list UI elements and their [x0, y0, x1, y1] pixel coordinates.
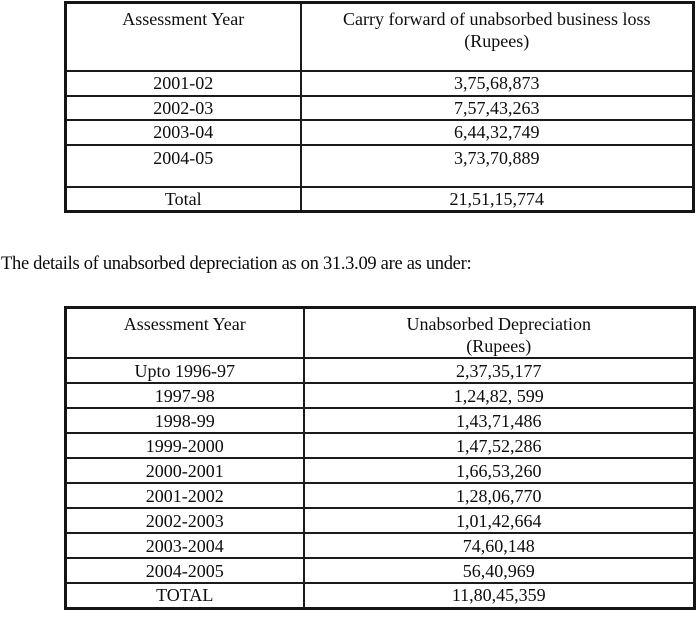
total-label-cell: TOTAL	[64, 582, 305, 609]
total-row: TOTAL 11,80,45,359	[64, 582, 696, 609]
table-row: 1999-2000 1,47,52,286	[64, 432, 696, 459]
year-cell: 2002-03	[64, 94, 302, 121]
year-cell: Upto 1996-97	[64, 357, 305, 384]
table-row: 2000-2001 1,66,53,260	[64, 457, 696, 484]
table-row: 2002-2003 1,01,42,664	[64, 507, 696, 534]
year-cell: 2004-2005	[64, 557, 305, 584]
amount-cell: 1,24,82, 599	[302, 382, 696, 409]
header-assessment-year: Assessment Year	[64, 306, 305, 359]
table-row: 2004-05 3,73,70,889	[64, 143, 695, 188]
year-cell: 2003-2004	[64, 532, 305, 559]
total-amount-cell: 21,51,15,774	[299, 185, 695, 213]
amount-cell: 1,66,53,260	[302, 457, 696, 484]
table-row: 2001-2002 1,28,06,770	[64, 482, 696, 509]
header-business-loss-line2: (Rupees)	[464, 31, 530, 51]
header-assessment-year: Assessment Year	[64, 1, 302, 72]
amount-cell: 56,40,969	[302, 557, 696, 584]
year-cell: 2001-02	[64, 69, 302, 97]
amount-cell: 1,43,71,486	[302, 407, 696, 434]
header-business-loss-line1: Carry forward of unabsorbed business los…	[343, 9, 651, 29]
table-row: 2003-2004 74,60,148	[64, 532, 696, 559]
amount-cell: 1,01,42,664	[302, 507, 696, 534]
year-cell: 2000-2001	[64, 457, 305, 484]
total-row: Total 21,51,15,774	[64, 185, 695, 213]
table-row: 2004-2005 56,40,969	[64, 557, 696, 584]
year-cell: 2003-04	[64, 118, 302, 146]
amount-cell: 1,47,52,286	[302, 432, 696, 459]
year-cell: 2001-2002	[64, 482, 305, 509]
header-unabsorbed-depreciation: Unabsorbed Depreciation (Rupees)	[302, 306, 696, 359]
amount-cell: 74,60,148	[302, 532, 696, 559]
table-row: 1997-98 1,24,82, 599	[64, 382, 696, 409]
table-header-row: Assessment Year Unabsorbed Depreciation …	[64, 306, 696, 359]
total-amount-cell: 11,80,45,359	[302, 582, 696, 609]
year-cell: 1997-98	[64, 382, 305, 409]
table-row: 2001-02 3,75,68,873	[64, 69, 695, 97]
amount-cell: 1,28,06,770	[302, 482, 696, 509]
amount-cell: 3,73,70,889	[299, 143, 695, 188]
year-cell: 2002-2003	[64, 507, 305, 534]
year-cell: 1999-2000	[64, 432, 305, 459]
amount-cell: 7,57,43,263	[299, 94, 695, 121]
amount-cell: 3,75,68,873	[299, 69, 695, 97]
table-row: 2003-04 6,44,32,749	[64, 118, 695, 146]
intro-text: The details of unabsorbed depreciation a…	[1, 254, 472, 274]
total-label-cell: Total	[64, 185, 302, 213]
table-row: 1998-99 1,43,71,486	[64, 407, 696, 434]
header-depreciation-line2: (Rupees)	[466, 336, 532, 356]
header-depreciation-line1: Unabsorbed Depreciation	[406, 314, 591, 334]
year-cell: 2004-05	[64, 143, 302, 188]
table-row: 2002-03 7,57,43,263	[64, 94, 695, 121]
year-cell: 1998-99	[64, 407, 305, 434]
business-loss-table: Assessment Year Carry forward of unabsor…	[64, 1, 695, 213]
header-business-loss: Carry forward of unabsorbed business los…	[299, 1, 695, 72]
table-header-row: Assessment Year Carry forward of unabsor…	[64, 1, 695, 72]
amount-cell: 6,44,32,749	[299, 118, 695, 146]
depreciation-table: Assessment Year Unabsorbed Depreciation …	[64, 306, 696, 610]
table-row: Upto 1996-97 2,37,35,177	[64, 357, 696, 384]
amount-cell: 2,37,35,177	[302, 357, 696, 384]
